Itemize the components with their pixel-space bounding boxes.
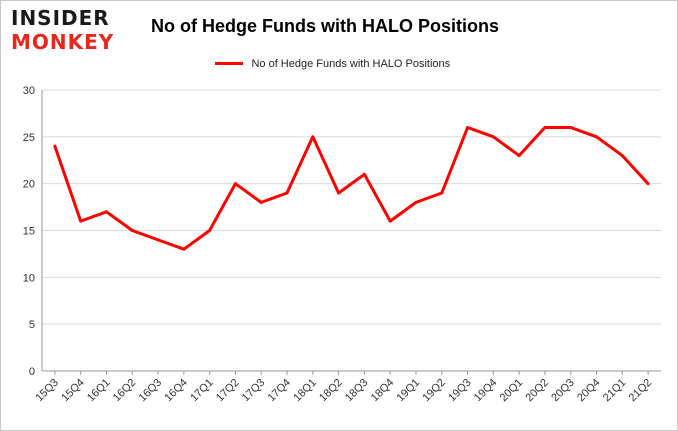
- x-tick-label: 19Q4: [472, 377, 500, 405]
- x-tick-label: 20Q1: [498, 377, 526, 405]
- data-point: [620, 154, 624, 158]
- x-tick-label: 17Q2: [214, 377, 242, 405]
- data-point: [569, 125, 573, 129]
- x-tick-label: 17Q1: [188, 377, 216, 405]
- data-point: [130, 229, 134, 232]
- x-tick-label: 17Q3: [240, 377, 268, 405]
- y-tick-label: 30: [23, 85, 35, 97]
- x-tick-label: 20Q3: [549, 377, 577, 405]
- data-point: [311, 135, 315, 139]
- data-point: [466, 125, 470, 129]
- x-tick-label: 15Q4: [59, 377, 87, 405]
- data-point: [517, 154, 521, 158]
- x-tick-label: 15Q3: [33, 377, 61, 405]
- x-tick-label: 18Q3: [343, 377, 371, 405]
- data-point: [337, 191, 341, 195]
- data-point: [233, 182, 237, 186]
- data-point: [491, 135, 495, 139]
- y-tick-label: 25: [23, 132, 35, 144]
- x-tick-label: 16Q3: [137, 377, 165, 405]
- data-point: [440, 191, 444, 195]
- x-tick-label: 18Q4: [369, 377, 397, 405]
- x-tick-label: 19Q2: [420, 377, 448, 405]
- insider-monkey-logo: INSIDER MONKEY: [11, 7, 129, 55]
- logo-line1: INSIDER: [11, 6, 110, 30]
- data-point: [285, 191, 289, 195]
- data-point: [595, 135, 599, 139]
- data-point: [104, 210, 108, 214]
- x-tick-label: 19Q1: [395, 377, 423, 405]
- y-tick-label: 5: [29, 319, 35, 331]
- data-point: [156, 238, 160, 242]
- data-point: [388, 219, 392, 223]
- y-tick-label: 0: [29, 366, 35, 378]
- data-point: [79, 219, 83, 223]
- x-tick-label: 18Q2: [317, 377, 345, 405]
- x-tick-label: 20Q4: [575, 377, 603, 405]
- x-tick-label: 17Q4: [266, 377, 294, 405]
- data-point: [53, 144, 57, 148]
- x-tick-label: 16Q4: [162, 377, 190, 405]
- y-tick-label: 10: [23, 272, 35, 284]
- x-tick-label: 21Q2: [627, 377, 655, 405]
- data-point: [543, 125, 547, 129]
- x-tick-label: 18Q1: [291, 377, 319, 405]
- chart-legend: No of Hedge Funds with HALO Positions: [215, 55, 451, 70]
- legend-swatch: [215, 62, 243, 66]
- data-point: [182, 247, 186, 251]
- data-point: [414, 200, 418, 204]
- logo-line2: MONKEY: [11, 30, 115, 54]
- chart-title: No of Hedge Funds with HALO Positions: [151, 16, 499, 36]
- y-tick-label: 15: [23, 226, 35, 238]
- x-tick-label: 21Q1: [601, 377, 629, 405]
- x-tick-label: 19Q3: [446, 377, 474, 405]
- data-point: [646, 182, 650, 186]
- legend-label: No of Hedge Funds with HALO Positions: [251, 57, 451, 70]
- y-tick-label: 20: [23, 179, 35, 191]
- data-point: [259, 200, 263, 204]
- x-tick-label: 20Q2: [524, 377, 552, 405]
- data-point: [362, 172, 366, 176]
- x-tick-label: 16Q1: [85, 377, 113, 405]
- x-tick-label: 16Q2: [111, 377, 139, 405]
- data-point: [208, 229, 212, 232]
- series-line: [53, 126, 650, 251]
